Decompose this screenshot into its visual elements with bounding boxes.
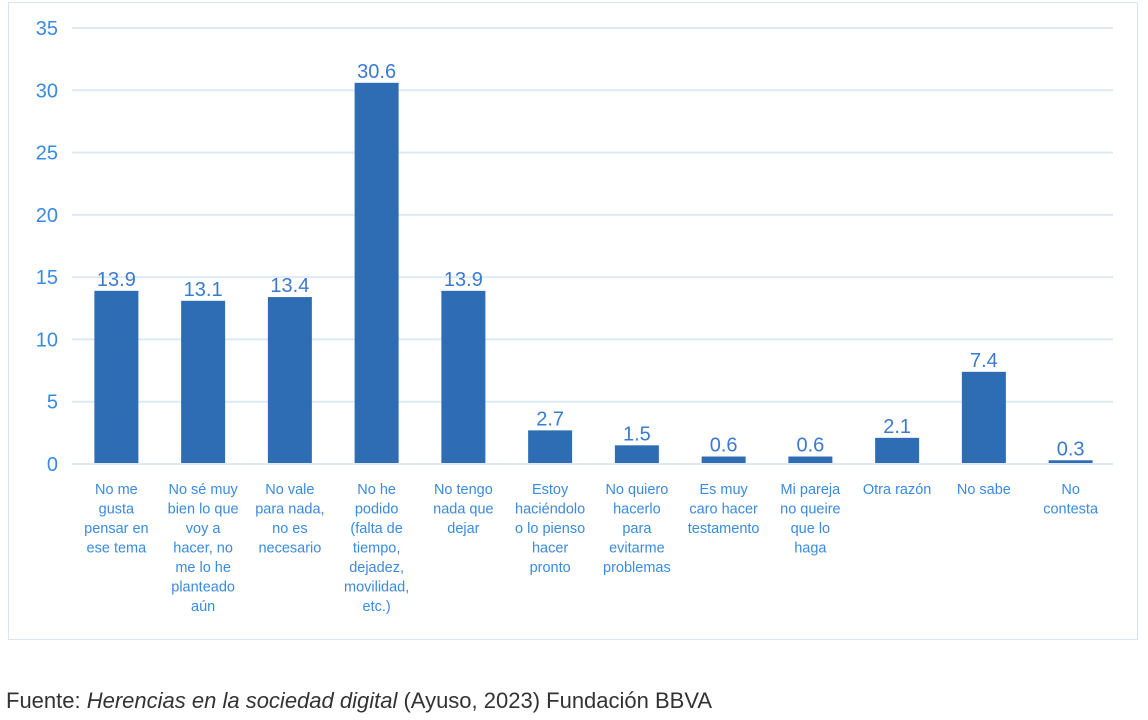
source-prefix: Fuente:: [6, 688, 87, 713]
bar-chart: 0 5 10 15 20 25 30 35 13.9 No me gusta pensar en ese…: [36, 18, 1113, 615]
x-tick-label: Estoy haciéndolo o lo pienso hacer pronto: [515, 482, 585, 576]
y-tick-label: 30: [36, 80, 58, 102]
x-tick-label: Mi pareja no queire que lo haga: [780, 482, 841, 557]
bar: [961, 371, 1006, 464]
data-label: 0.6: [710, 435, 738, 457]
y-tick-label: 10: [36, 329, 58, 351]
bar: [267, 297, 312, 464]
x-tick-label: No sé muy bien lo que voy a hacer, no me lo …: [168, 482, 239, 615]
data-label: 2.1: [883, 416, 911, 438]
y-tick-label: 0: [47, 454, 58, 476]
data-label: 0.6: [796, 435, 824, 457]
x-tick-label: No he podido (falta de tiempo, dejadez, movil…: [344, 482, 409, 615]
bar: [354, 82, 399, 464]
bar: [181, 300, 226, 464]
y-tick-label: 35: [36, 18, 58, 40]
data-label: 0.3: [1057, 438, 1085, 460]
x-tick-label: No vale para nada, no es necesario: [255, 482, 324, 557]
data-label: 2.7: [536, 408, 564, 430]
bar: [701, 456, 746, 464]
data-label: 13.4: [270, 275, 309, 297]
source-title: Herencias en la sociedad digital: [86, 688, 398, 713]
data-label: 13.9: [97, 269, 136, 291]
bar: [788, 456, 833, 464]
source-suffix: (Ayuso, 2023) Fundación BBVA: [397, 688, 713, 713]
y-tick-label: 5: [47, 392, 58, 414]
bar: [614, 445, 659, 464]
x-tick-label: Otra razón: [863, 482, 932, 498]
data-label: 13.1: [184, 279, 223, 301]
bar: [1048, 460, 1093, 464]
chart-frame: [8, 2, 1138, 640]
bar: [441, 290, 486, 464]
bar: [875, 437, 920, 464]
y-tick-label: 15: [36, 267, 58, 289]
bar: [528, 430, 573, 464]
data-label: 30.6: [357, 61, 396, 83]
data-label: 1.5: [623, 423, 651, 445]
x-tick-label: No contesta: [1043, 482, 1099, 518]
source-caption: Fuente: Herencias en la sociedad digital…: [6, 688, 712, 714]
x-tick-label: No tengo nada que dejar: [433, 482, 493, 537]
x-tick-label: No sabe: [957, 482, 1011, 498]
x-tick-label: Es muy caro hacer testamento: [688, 482, 760, 537]
x-tick-label: No quiero hacerlo para evitarme problemas: [603, 482, 671, 576]
y-tick-label: 25: [36, 143, 58, 165]
bar: [94, 290, 139, 464]
y-tick-label: 20: [36, 205, 58, 227]
data-label: 13.9: [444, 269, 483, 291]
x-tick-label: No me gusta pensar en ese tema: [84, 482, 149, 557]
data-label: 7.4: [970, 350, 998, 372]
